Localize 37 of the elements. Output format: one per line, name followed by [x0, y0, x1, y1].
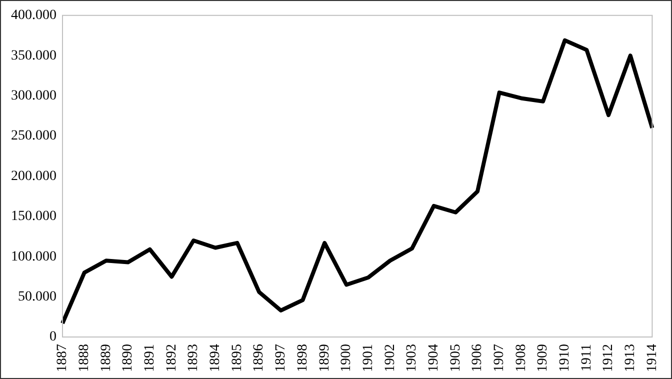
- y-tick-label: 100.000: [11, 249, 56, 264]
- x-tick-label: 1897: [274, 344, 289, 372]
- x-tick-label: 1908: [514, 344, 529, 372]
- x-tick-label: 1913: [623, 344, 638, 372]
- x-tick-label: 1914: [644, 344, 660, 372]
- y-tick-label: 300.000: [11, 88, 56, 104]
- y-tick-label: 150.000: [11, 209, 56, 224]
- x-tick-label: 1906: [470, 344, 486, 372]
- x-tick-label: 1911: [579, 344, 594, 372]
- y-tick-label: 250.000: [11, 128, 56, 144]
- x-tick-label: 1887: [55, 344, 70, 372]
- x-tick-label: 1898: [295, 344, 310, 372]
- x-tick-label: 1889: [98, 344, 114, 372]
- x-tick-label: 1899: [317, 344, 332, 372]
- x-tick-label: 1910: [558, 344, 573, 372]
- y-tick-label: 400.000: [11, 8, 56, 24]
- x-tick-label: 1901: [360, 344, 376, 372]
- y-tick-label: 50.000: [18, 289, 56, 304]
- x-tick-label: 1894: [208, 344, 224, 372]
- x-tick-label: 1912: [601, 344, 616, 372]
- x-tick-label: 1902: [382, 344, 398, 372]
- x-tick-label: 1891: [142, 344, 158, 372]
- x-tick-label: 1903: [404, 344, 420, 372]
- x-tick-label: 1896: [252, 344, 267, 372]
- y-tick-label: 200.000: [11, 168, 56, 184]
- x-tick-label: 1890: [120, 344, 136, 372]
- x-tick-label: 1905: [448, 344, 464, 372]
- x-tick-label: 1895: [230, 344, 245, 372]
- x-tick-label: 1888: [77, 344, 92, 372]
- x-tick-label: 1907: [492, 344, 507, 372]
- y-tick-label: 0: [50, 330, 56, 345]
- x-tick-label: 1904: [426, 344, 442, 372]
- x-tick-label: 1909: [536, 344, 551, 372]
- y-tick-label: 350.000: [11, 48, 56, 64]
- x-tick-label: 1892: [164, 344, 180, 372]
- x-tick-label: 1900: [339, 344, 354, 372]
- x-tick-label: 1893: [186, 344, 202, 372]
